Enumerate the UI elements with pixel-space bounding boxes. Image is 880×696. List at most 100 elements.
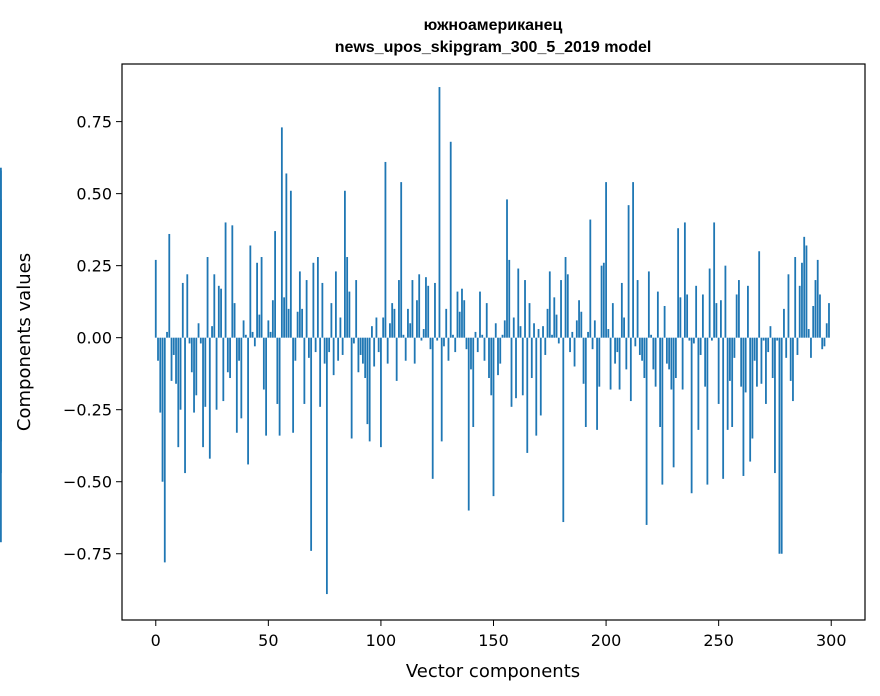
bar-96 <box>371 326 373 338</box>
bar-156 <box>506 199 508 338</box>
bar-14 <box>186 274 189 338</box>
bar-283 <box>792 337 794 402</box>
bar-19 <box>197 323 200 338</box>
bar-243 <box>701 294 704 338</box>
bar-223 <box>656 291 659 338</box>
bar-176 <box>551 334 553 338</box>
bar-112 <box>407 308 409 338</box>
bar-232 <box>677 228 680 338</box>
bar-57 <box>283 297 286 338</box>
bar-268 <box>758 251 761 338</box>
bar-131 <box>449 141 452 338</box>
bar-287 <box>801 262 803 338</box>
bar-113 <box>409 323 412 338</box>
bar-88 <box>353 337 355 344</box>
bar-30 <box>222 337 225 402</box>
bar-35 <box>233 303 236 338</box>
bar-273 <box>769 326 772 338</box>
bar-221 <box>652 337 655 370</box>
bar-50 <box>267 320 270 338</box>
bar-108 <box>398 280 400 338</box>
bar-208 <box>623 317 625 338</box>
bar-224 <box>659 337 662 427</box>
bar-81 <box>337 337 340 361</box>
bar-4 <box>163 337 166 563</box>
bar-106 <box>393 308 396 338</box>
bar-279 <box>783 308 785 338</box>
bar-272 <box>767 337 770 353</box>
bar-116 <box>416 300 418 338</box>
bar-143 <box>476 337 479 353</box>
x-tick-label-50: 50 <box>258 631 278 650</box>
bar-51 <box>269 331 272 338</box>
bar-195 <box>593 320 596 338</box>
bar-138 <box>465 337 468 350</box>
bar-235 <box>683 222 686 338</box>
bar-79 <box>332 337 335 376</box>
bar-22 <box>204 337 207 407</box>
bar-53 <box>274 231 276 338</box>
bar-123 <box>431 337 434 479</box>
bar-139 <box>467 337 470 511</box>
bar-144 <box>479 291 481 338</box>
bar-37 <box>238 337 240 361</box>
y-tick-label-6: 0.75 <box>76 113 112 132</box>
bar-280 <box>785 337 788 358</box>
bar-154 <box>501 334 504 338</box>
bar-186 <box>573 337 576 367</box>
bar-164 <box>524 280 526 338</box>
bar-114 <box>411 280 414 338</box>
bar-198 <box>600 265 603 338</box>
bar-240 <box>695 285 698 338</box>
bar-44 <box>253 337 256 347</box>
bar-18 <box>195 337 198 396</box>
bar-93 <box>364 337 367 379</box>
bar-82 <box>339 317 342 338</box>
x-tick-label-300: 300 <box>816 631 847 650</box>
bar-117 <box>418 274 421 338</box>
bar-137 <box>463 300 466 338</box>
bar-59 <box>287 308 290 338</box>
bar-17 <box>193 337 195 413</box>
bar-293 <box>814 280 817 338</box>
bar-173 <box>544 337 547 355</box>
bar-191 <box>584 337 587 427</box>
bar-12 <box>181 282 184 338</box>
bar-95 <box>368 337 371 442</box>
bar-206 <box>618 337 621 390</box>
bar-101 <box>382 317 385 338</box>
bar-253 <box>724 265 727 338</box>
bar-152 <box>497 337 499 376</box>
bar-159 <box>512 317 515 338</box>
bar-61 <box>292 337 295 433</box>
bar-286 <box>798 285 801 338</box>
bar-277 <box>778 337 781 554</box>
bar-121 <box>427 285 430 338</box>
bar-52 <box>271 300 274 338</box>
bar-258 <box>735 294 738 338</box>
bar-160 <box>515 337 517 399</box>
bar-145 <box>481 334 484 338</box>
bar-157 <box>508 259 511 338</box>
bar-7 <box>170 337 173 381</box>
bar-111 <box>404 337 407 361</box>
bar-241 <box>697 337 700 430</box>
bar-77 <box>328 337 331 353</box>
bar-104 <box>389 323 391 338</box>
bar-83 <box>341 337 344 355</box>
bar-74 <box>321 282 324 338</box>
bar-261 <box>742 337 745 476</box>
bar-103 <box>386 337 389 364</box>
bar-233 <box>679 297 682 338</box>
bar-252 <box>722 337 725 479</box>
bar-39 <box>242 320 245 338</box>
y-tick-label-4: 0.25 <box>76 257 112 276</box>
bar-167 <box>530 337 533 379</box>
bar-265 <box>751 337 754 439</box>
bar-185 <box>571 331 574 338</box>
bar-166 <box>528 303 531 338</box>
bar-90 <box>357 337 360 373</box>
bar-115 <box>413 337 416 364</box>
bar-181 <box>562 337 565 523</box>
